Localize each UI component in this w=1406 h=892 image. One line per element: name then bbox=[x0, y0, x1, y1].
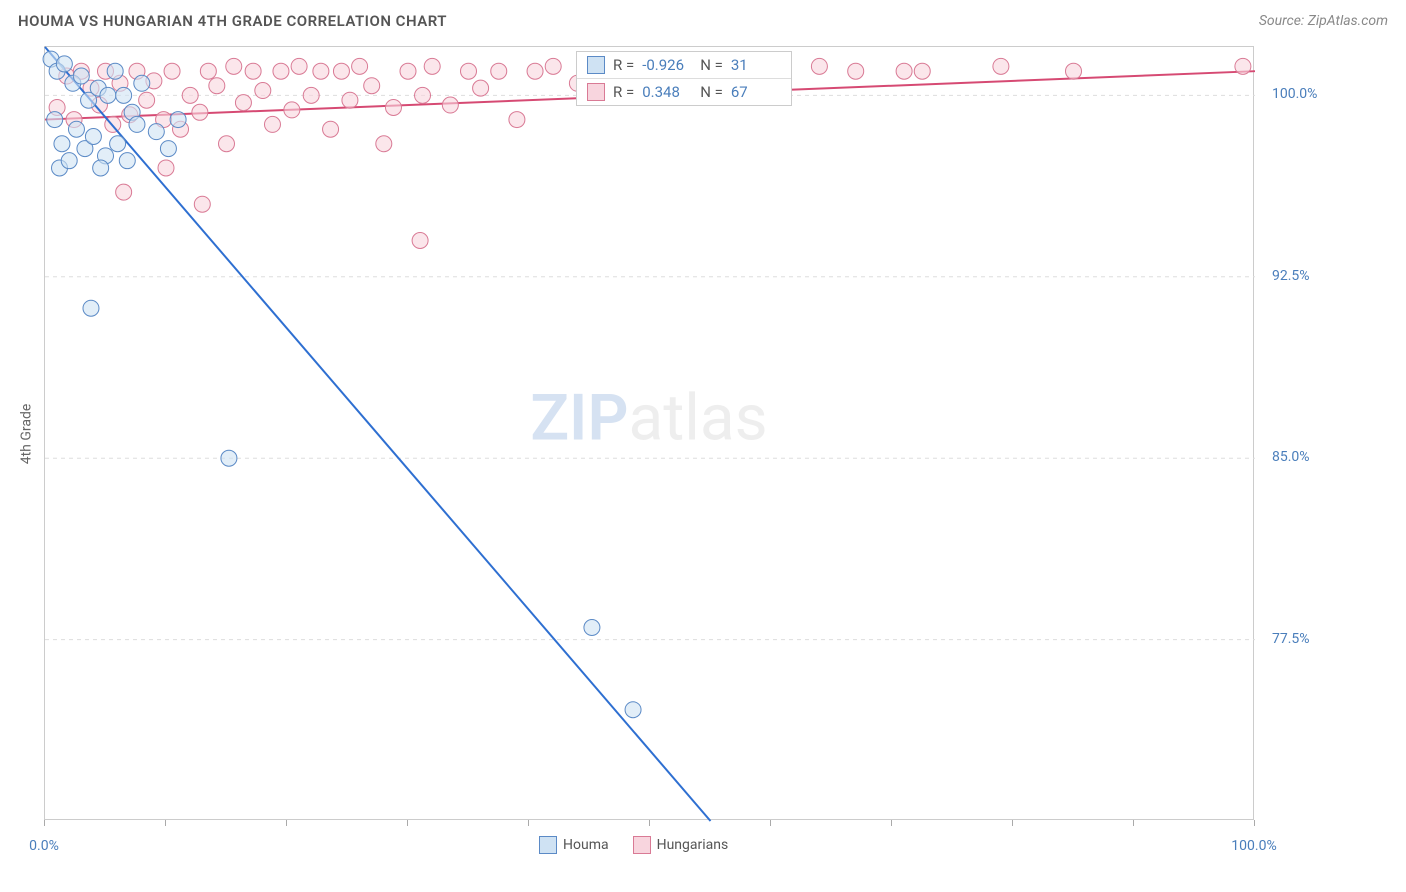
ytick-label: 92.5% bbox=[1272, 268, 1310, 284]
xtick-mark bbox=[649, 820, 650, 826]
xtick-mark bbox=[165, 820, 166, 826]
xtick-mark bbox=[891, 820, 892, 826]
swatch-hungarians-icon bbox=[633, 836, 651, 854]
legend-item-hungarians: Hungarians bbox=[633, 836, 729, 854]
stats-row-houma: R = -0.926 N = 31 bbox=[577, 52, 791, 78]
houma-n-value: 31 bbox=[731, 56, 781, 74]
ytick-label: 100.0% bbox=[1272, 86, 1317, 102]
xtick-mark bbox=[528, 820, 529, 826]
xtick-mark bbox=[44, 820, 45, 826]
bottom-legend: Houma Hungarians bbox=[539, 836, 728, 854]
stats-legend-box: R = -0.926 N = 31 R = 0.348 N = 67 bbox=[576, 51, 792, 106]
hungarians-r-value: 0.348 bbox=[642, 83, 692, 101]
plot-area: ZIPatlas R = -0.926 N = 31 R = 0.348 N =… bbox=[44, 46, 1254, 820]
legend-item-houma: Houma bbox=[539, 836, 609, 854]
ytick-label: 85.0% bbox=[1272, 449, 1310, 465]
xtick-label-min: 0.0% bbox=[29, 838, 59, 854]
xtick-mark bbox=[1012, 820, 1013, 826]
hungarians-n-value: 67 bbox=[731, 83, 781, 101]
xtick-mark bbox=[1133, 820, 1134, 826]
xtick-label-max: 100.0% bbox=[1231, 838, 1276, 854]
swatch-houma bbox=[587, 56, 605, 74]
xtick-mark bbox=[286, 820, 287, 826]
points-layer bbox=[45, 47, 1255, 821]
xtick-mark bbox=[407, 820, 408, 826]
stats-row-hungarians: R = 0.348 N = 67 bbox=[577, 78, 791, 105]
swatch-houma-icon bbox=[539, 836, 557, 854]
r-label: R = bbox=[613, 83, 634, 101]
r-label: R = bbox=[613, 56, 634, 74]
y-axis-label: 4th Grade bbox=[18, 404, 34, 465]
legend-houma-label: Houma bbox=[563, 837, 609, 853]
xtick-mark bbox=[770, 820, 771, 826]
xtick-mark bbox=[1254, 820, 1255, 826]
chart-title: HOUMA VS HUNGARIAN 4TH GRADE CORRELATION… bbox=[18, 12, 447, 30]
n-label: N = bbox=[700, 83, 723, 101]
legend-hungarians-label: Hungarians bbox=[657, 837, 729, 853]
source-label: Source: ZipAtlas.com bbox=[1259, 13, 1388, 29]
n-label: N = bbox=[700, 56, 723, 74]
ytick-label: 77.5% bbox=[1272, 631, 1310, 647]
houma-r-value: -0.926 bbox=[642, 56, 692, 74]
swatch-hungarians bbox=[587, 83, 605, 101]
